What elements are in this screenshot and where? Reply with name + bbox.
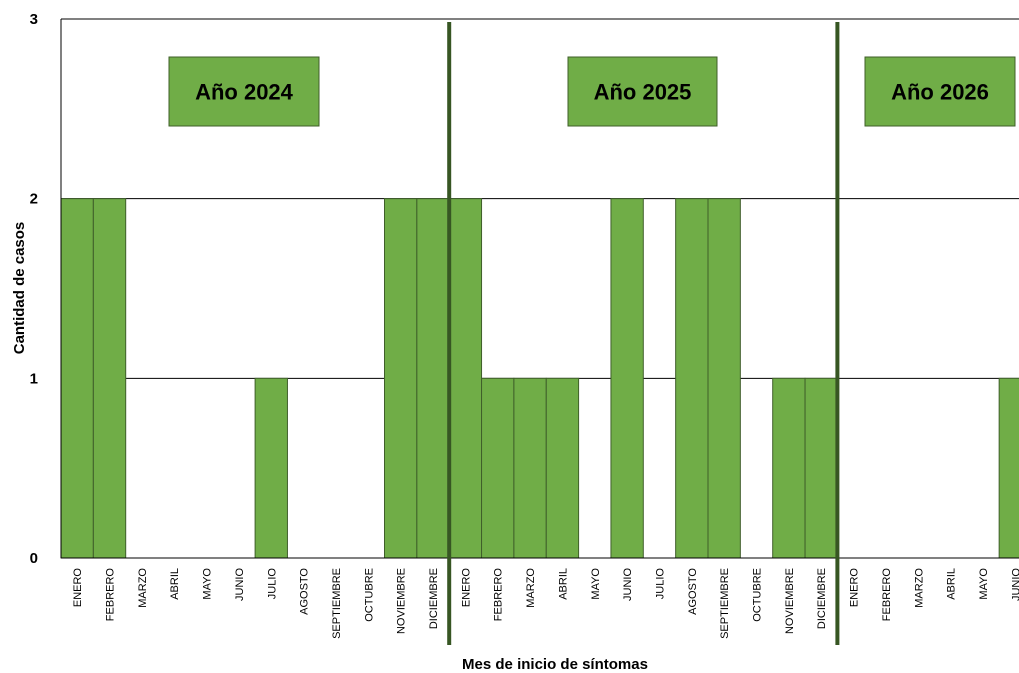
bar	[481, 377, 515, 559]
x-tick-label: NOVIEMBRE	[784, 568, 796, 634]
y-tick-label: 2	[30, 191, 38, 208]
bar	[448, 198, 483, 559]
x-tick-label: MAYO	[590, 568, 602, 600]
x-tick-label: FEBRERO	[493, 568, 505, 622]
axes	[60, 19, 1019, 645]
y-axis-title: Cantidad de casos	[11, 222, 28, 355]
bar	[675, 198, 709, 559]
x-tick-label: OCTUBRE	[752, 568, 764, 622]
x-tick-label: FEBRERO	[881, 568, 893, 622]
x-tick-label: JUNIO	[622, 568, 634, 601]
x-tick-label: MAYO	[202, 568, 214, 600]
x-tick-label: MARZO	[137, 568, 149, 608]
bar	[545, 377, 580, 559]
x-tick-label: MARZO	[525, 568, 537, 608]
x-tick-label: MAYO	[978, 568, 990, 600]
bars	[60, 198, 1019, 559]
bar	[610, 198, 644, 559]
y-tick-label: 1	[30, 370, 38, 387]
x-tick-label: DICIEMBRE	[428, 568, 440, 629]
y-tick-labels: 0 1 2 3	[30, 11, 38, 567]
year-label-box	[567, 56, 718, 127]
x-tick-label: OCTUBRE	[363, 568, 375, 622]
year-label: Año 2024	[195, 80, 294, 105]
x-tick-label: JULIO	[654, 568, 666, 600]
bar	[804, 377, 838, 559]
x-tick-label: AGOSTO	[687, 568, 699, 615]
year-labels: Año 2024 Año 2025 Año 2026	[168, 56, 1016, 127]
bar	[707, 198, 741, 559]
x-tick-label: FEBRERO	[105, 568, 117, 622]
y-tick-label: 3	[30, 11, 38, 28]
x-tick-label: ABRIL	[557, 568, 569, 600]
bar	[60, 198, 94, 559]
x-axis-title: Mes de inicio de síntomas	[462, 656, 648, 673]
bar	[772, 377, 806, 559]
bar	[254, 377, 288, 559]
year-label-box	[864, 56, 1016, 127]
year-label: Año 2025	[594, 80, 692, 105]
x-tick-label: JUNIO	[1010, 568, 1019, 601]
bar	[92, 198, 127, 559]
x-tick-label: ABRIL	[169, 568, 181, 600]
y-tick-label: 0	[30, 550, 38, 567]
bar	[513, 377, 547, 559]
bar	[384, 198, 418, 559]
x-tick-label: ENERO	[72, 568, 84, 608]
x-tick-label: DICIEMBRE	[816, 568, 828, 629]
x-tick-label: AGOSTO	[299, 568, 311, 615]
x-tick-label: ENERO	[460, 568, 472, 608]
x-tick-label: MARZO	[913, 568, 925, 608]
x-tick-label: JULIO	[266, 568, 278, 600]
bar	[416, 198, 450, 559]
year-label: Año 2026	[891, 80, 989, 105]
x-tick-label: ABRIL	[946, 568, 958, 600]
x-tick-label: SEPTIEMBRE	[331, 568, 343, 639]
year-label-box	[168, 56, 320, 127]
x-tick-label: NOVIEMBRE	[396, 568, 408, 634]
x-tick-label: ENERO	[849, 568, 861, 608]
bar	[998, 377, 1019, 559]
x-tick-labels: ENERO FEBRERO MARZO ABRIL MAYO JUNIO JULIO AGOS…	[72, 568, 1019, 639]
x-tick-label: JUNIO	[234, 568, 246, 601]
x-tick-label: SEPTIEMBRE	[719, 568, 731, 639]
